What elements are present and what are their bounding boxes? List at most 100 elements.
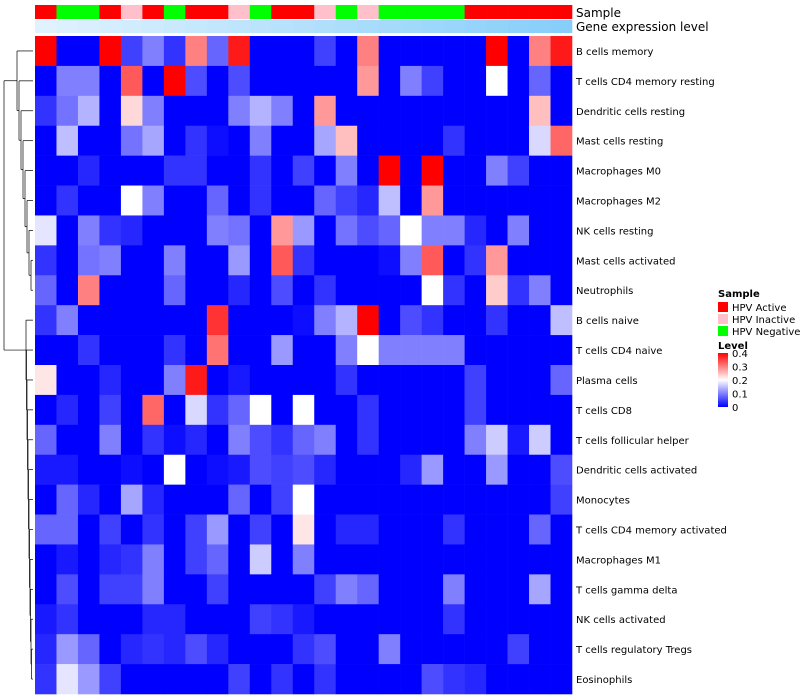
heatmap-cell xyxy=(464,574,487,605)
heatmap-cell xyxy=(335,335,358,366)
heatmap-cell xyxy=(507,514,530,545)
heatmap-cell xyxy=(163,365,186,396)
sample-annotation-cell xyxy=(271,5,294,19)
heatmap-cell xyxy=(228,245,251,276)
heatmap-cell xyxy=(314,664,337,695)
sample-legend-label: HPV Inactive xyxy=(732,315,795,326)
expression-annotation-cell xyxy=(163,20,186,33)
heatmap-cell xyxy=(507,394,530,426)
heatmap-cell xyxy=(56,215,79,246)
heatmap-cell xyxy=(120,514,143,545)
heatmap-cell xyxy=(421,335,444,366)
heatmap-cell xyxy=(206,95,229,127)
heatmap-cell xyxy=(99,424,122,456)
level-legend-title: Level xyxy=(718,341,748,352)
heatmap-cell xyxy=(421,155,444,186)
heatmap-cell xyxy=(314,514,337,545)
heatmap-cell xyxy=(507,484,530,515)
heatmap-cell xyxy=(77,484,100,515)
heatmap-cell xyxy=(206,245,229,276)
heatmap-cell xyxy=(185,454,208,485)
heatmap-cell xyxy=(335,664,358,695)
heatmap-cell xyxy=(529,275,551,306)
heatmap-cell xyxy=(249,275,272,306)
sample-annotation-cell xyxy=(228,5,251,19)
heatmap-cell xyxy=(142,125,165,156)
heatmap-cell xyxy=(77,185,100,216)
heatmap-cell xyxy=(357,574,379,605)
sample-annotation-cell xyxy=(142,5,165,19)
heatmap-cell xyxy=(421,275,444,306)
heatmap-cell xyxy=(185,514,208,545)
expression-annotation-cell xyxy=(335,20,358,33)
heatmap-cell xyxy=(357,36,379,67)
expression-annotation-cell xyxy=(35,20,57,33)
expression-annotation-cell xyxy=(271,20,294,33)
heatmap-cell xyxy=(335,424,358,456)
heatmap-cell xyxy=(142,65,165,97)
heatmap-cell xyxy=(77,245,100,276)
heatmap-cell xyxy=(314,185,337,216)
sample-annotation-cell xyxy=(56,5,79,19)
heatmap-cell xyxy=(120,95,143,127)
expression-annotation-cell xyxy=(142,20,165,33)
sample-legend-label: HPV Active xyxy=(732,303,787,314)
heatmap-cell xyxy=(443,604,465,635)
heatmap-cell xyxy=(357,215,379,246)
sample-legend-swatch xyxy=(718,314,728,324)
heatmap-cell xyxy=(400,484,422,515)
heatmap-cell xyxy=(206,394,229,426)
heatmap-cell xyxy=(35,36,57,67)
heatmap-cell xyxy=(163,544,186,575)
heatmap-cell xyxy=(464,514,487,545)
heatmap-cell xyxy=(357,365,379,396)
heatmap-cell xyxy=(464,36,487,67)
sample-annotation-cell xyxy=(378,5,401,19)
heatmap-cell xyxy=(400,424,422,456)
level-color-bar xyxy=(718,353,728,407)
level-tick-label: 0.1 xyxy=(732,390,748,401)
heatmap-cell xyxy=(77,36,100,67)
heatmap-cell xyxy=(120,394,143,426)
heatmap-cell xyxy=(335,185,358,216)
heatmap-cell xyxy=(486,634,508,665)
heatmap-cell xyxy=(486,185,508,216)
heatmap-cell xyxy=(550,215,573,246)
heatmap-cell xyxy=(335,454,358,485)
heatmap-cell xyxy=(142,305,165,336)
heatmap-cell xyxy=(335,604,358,635)
heatmap-cell xyxy=(56,245,79,276)
heatmap-cell xyxy=(507,365,530,396)
heatmap-cell xyxy=(77,634,100,665)
heatmap-cell xyxy=(77,454,100,485)
heatmap-cell xyxy=(400,544,422,575)
heatmap-cell xyxy=(271,335,294,366)
heatmap-cell xyxy=(185,155,208,186)
heatmap-cell xyxy=(77,305,100,336)
heatmap-cell xyxy=(507,604,530,635)
heatmap-cell xyxy=(421,36,444,67)
heatmap-cell xyxy=(378,664,401,695)
heatmap-cell xyxy=(314,454,337,485)
heatmap-cell xyxy=(99,664,122,695)
heatmap-cell xyxy=(77,65,100,97)
heatmap-cell xyxy=(443,305,465,336)
heatmap-cell xyxy=(357,95,379,127)
heatmap-cell xyxy=(464,664,487,695)
heatmap-cell xyxy=(99,95,122,127)
heatmap-cell xyxy=(357,634,379,665)
level-tick-label: 0.2 xyxy=(732,376,748,387)
heatmap-cell xyxy=(120,634,143,665)
heatmap-cell xyxy=(378,365,401,396)
heatmap-cell xyxy=(421,574,444,605)
heatmap-cell xyxy=(335,484,358,515)
expression-annotation-cell xyxy=(185,20,208,33)
heatmap-cell xyxy=(142,394,165,426)
sample-annotation-cell xyxy=(486,5,508,19)
heatmap-cell xyxy=(335,365,358,396)
heatmap-cell xyxy=(185,634,208,665)
heatmap-cell xyxy=(486,544,508,575)
heatmap-cell xyxy=(421,664,444,695)
heatmap-cell xyxy=(142,604,165,635)
expression-annotation-cell xyxy=(443,20,465,33)
